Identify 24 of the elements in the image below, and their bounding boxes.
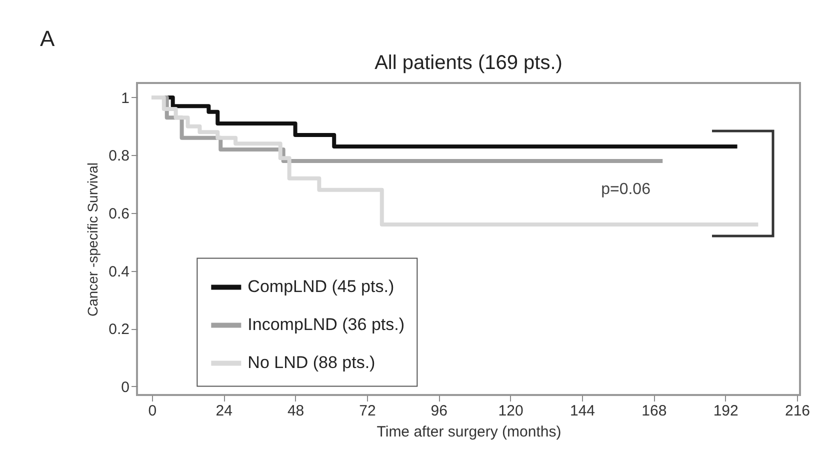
text: A	[40, 26, 55, 52]
y-tick-label: 1	[121, 90, 130, 107]
y-axis-title: Cancer -specific Survival	[84, 162, 101, 317]
x-tick-label: 0	[148, 402, 157, 420]
x-tick-label: 24	[216, 402, 232, 420]
x-tick-label: 48	[287, 402, 304, 420]
x-tick-label: 120	[498, 402, 524, 420]
x-tick-label: 168	[642, 402, 667, 420]
annotation: p=0.06	[601, 181, 651, 198]
legend-label: IncompLND (36 pts.)	[248, 315, 405, 334]
y-tick-label: 0	[121, 378, 130, 396]
legend-label: CompLND (45 pts.)	[248, 277, 394, 296]
x-tick-label: 96	[430, 402, 448, 420]
x-tick-label: 72	[359, 402, 376, 420]
x-axis-title: Time after surgery (months)	[376, 424, 562, 440]
x-tick-label: 192	[713, 402, 738, 420]
x-tick-label: 144	[570, 402, 595, 420]
y-tick-label: 0.6	[108, 206, 130, 222]
legend-label: No LND (88 pts.)	[248, 353, 376, 372]
y-tick-label: 0.4	[108, 263, 130, 280]
y-tick-label: 0.8	[108, 148, 130, 165]
chart-title: All patients (169 pts.)	[374, 52, 562, 74]
y-tick-label: 0.2	[108, 321, 130, 338]
x-tick-label: 216	[785, 402, 810, 420]
